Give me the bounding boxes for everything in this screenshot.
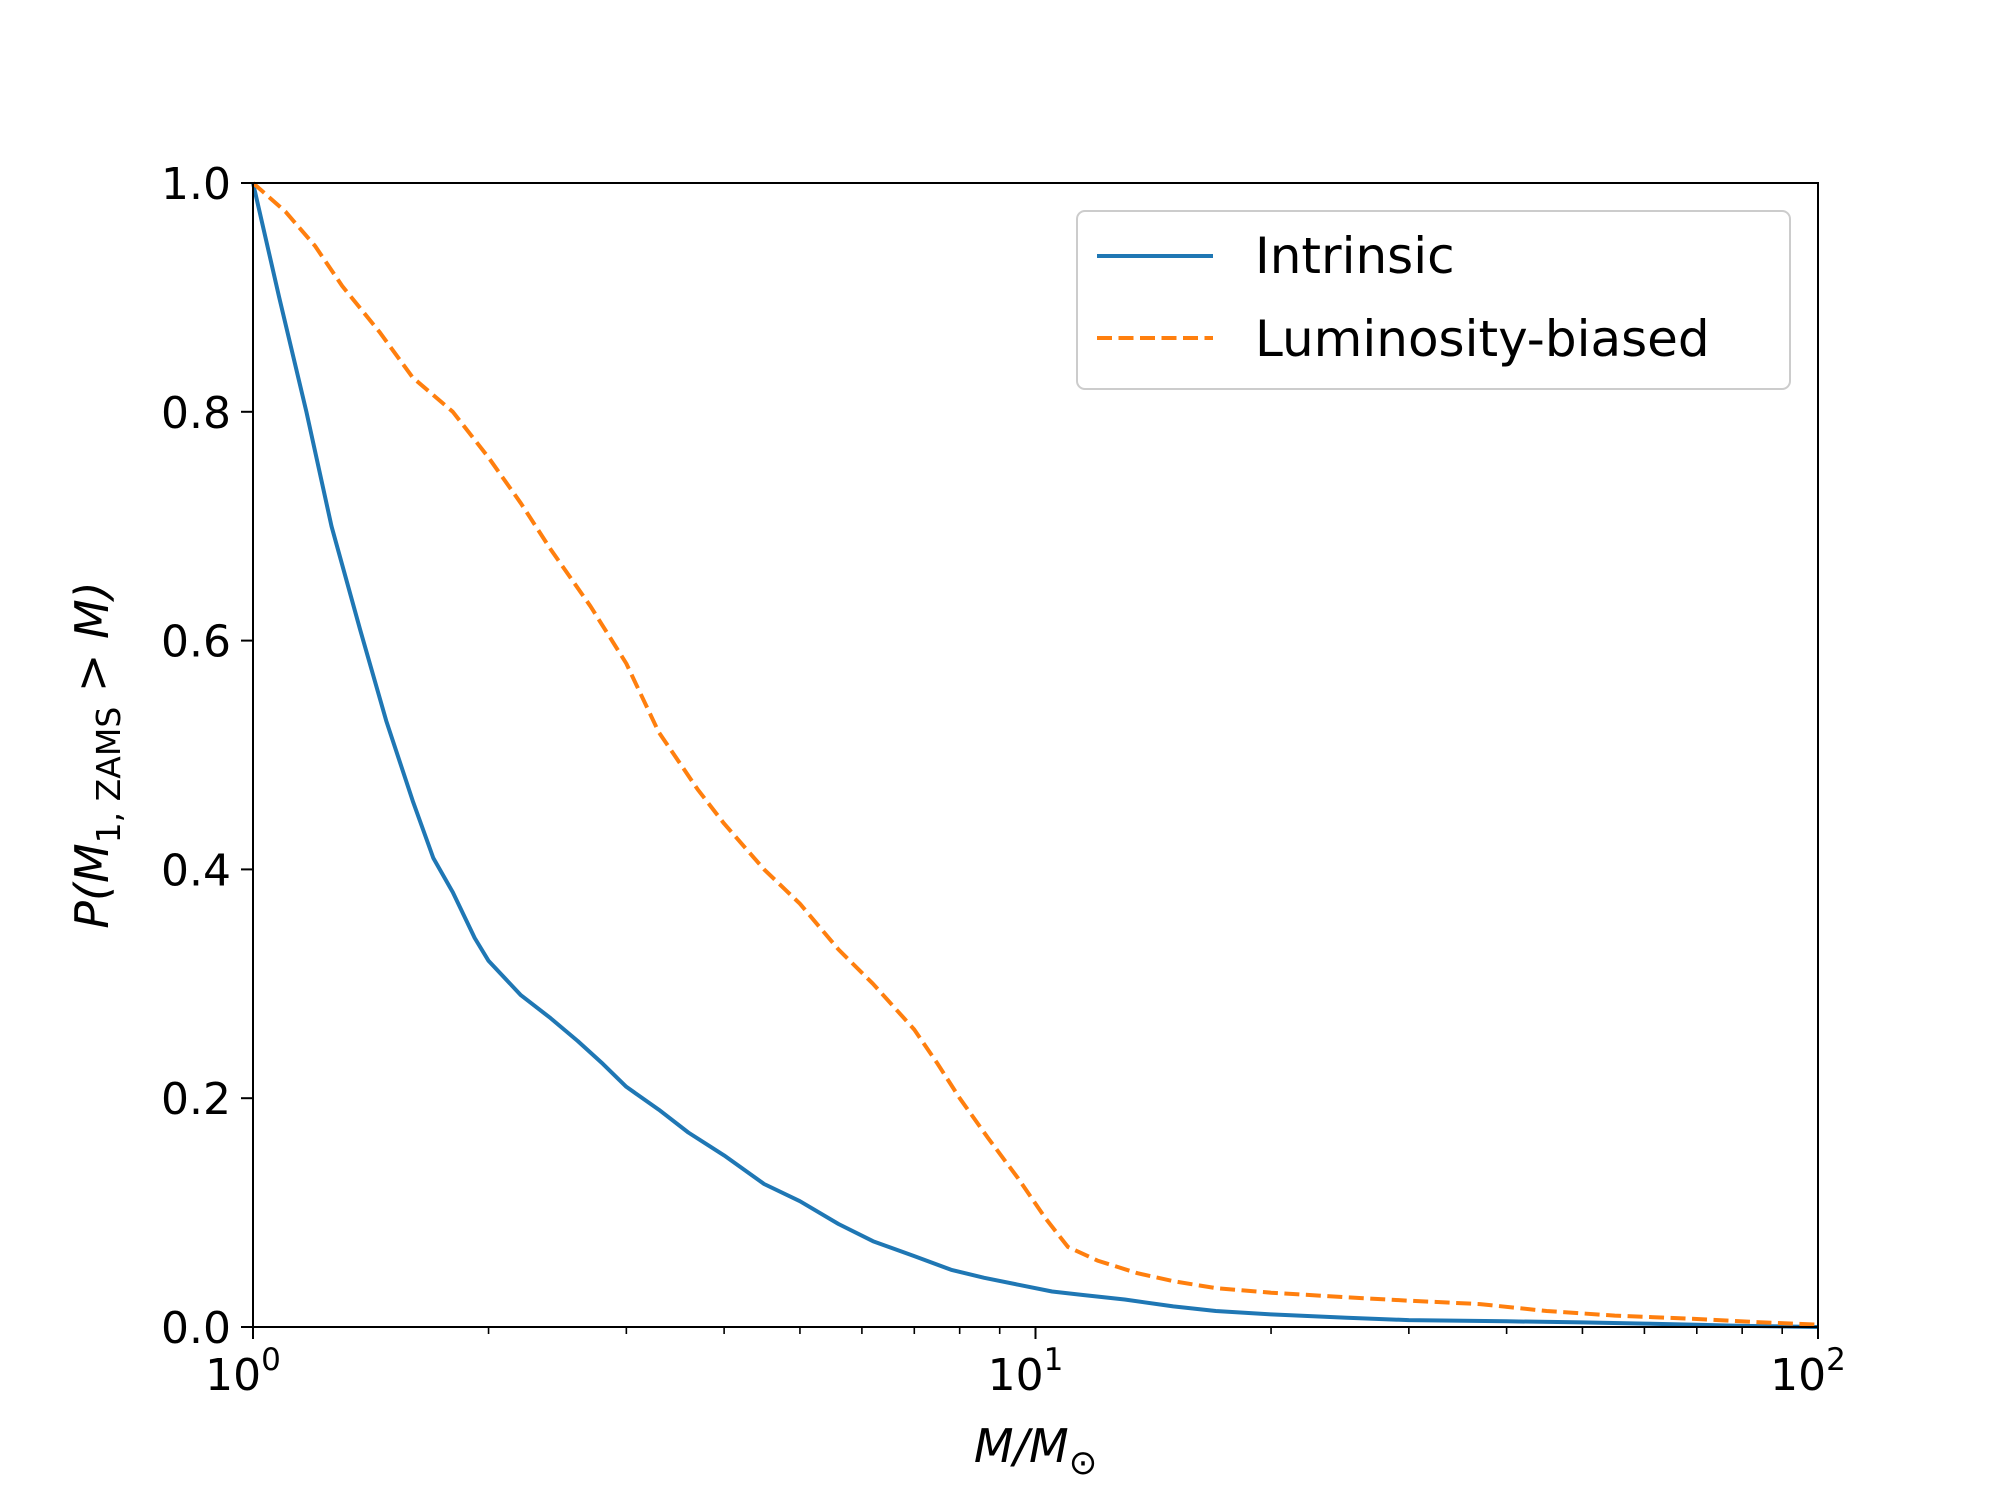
x-axis-ticks: 100 101 102	[205, 1327, 1846, 1401]
y-tick-label: 0.2	[161, 1074, 231, 1125]
series-layer	[251, 181, 1819, 1329]
legend-label-intrinsic: Intrinsic	[1255, 227, 1455, 285]
y-axis-label-pre: P(M	[65, 843, 119, 928]
series-line-intrinsic	[251, 182, 1819, 1329]
legend-label-luminosity-biased: Luminosity-biased	[1255, 310, 1710, 368]
y-tick-label: 0.0	[161, 1303, 231, 1354]
y-axis-ticks: 0.0 0.2 0.4 0.6 0.8 1.0	[161, 159, 253, 1354]
y-tick-label: 0.6	[161, 617, 231, 668]
x-axis-label: M/M⊙	[974, 1419, 1097, 1483]
legend: Intrinsic Luminosity-biased	[1076, 210, 1791, 390]
x-tick-label: 100	[205, 1342, 281, 1401]
y-axis-label-sub: 1, ZAMS	[89, 707, 128, 844]
x-axis-label-var: M/M	[974, 1419, 1069, 1473]
y-tick-label: 1.0	[161, 159, 231, 210]
x-tick-label: 101	[988, 1342, 1064, 1401]
y-tick-label: 0.4	[161, 845, 231, 896]
legend-box	[1076, 210, 1791, 390]
x-axis-label-sub: ⊙	[1069, 1443, 1098, 1483]
y-axis-label: P(M1, ZAMS > M)	[65, 581, 128, 928]
y-tick-label: 0.8	[161, 388, 231, 439]
x-tick-label: 102	[1770, 1342, 1846, 1401]
y-axis-label-post: > M)	[65, 581, 119, 706]
series-line-luminosity-biased	[251, 181, 1819, 1327]
